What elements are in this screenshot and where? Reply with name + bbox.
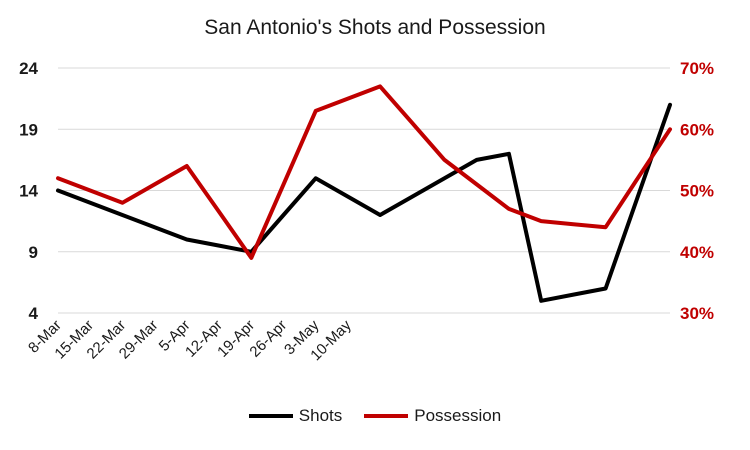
gridlines <box>58 67 670 314</box>
y-right-tick-label: 70% <box>680 59 714 78</box>
left-axis-ticks: 4 9 14 19 24 <box>19 59 38 323</box>
right-axis-ticks: 30% 40% 50% 60% 70% <box>680 59 714 323</box>
y-left-tick-label: 4 <box>29 304 39 323</box>
legend-swatch-possession <box>364 414 409 418</box>
legend-label-shots: Shots <box>298 406 343 425</box>
y-right-tick-label: 40% <box>680 243 714 262</box>
legend-item-possession: Possession <box>364 406 501 426</box>
chart-title: San Antonio's Shots and Possession <box>204 16 546 39</box>
y-left-tick-label: 14 <box>19 182 38 201</box>
y-right-tick-label: 60% <box>680 120 714 139</box>
legend: Shots Possession <box>0 406 750 426</box>
y-left-tick-label: 24 <box>19 59 38 78</box>
series-lines <box>56 84 672 303</box>
series-line-possession <box>56 84 672 260</box>
y-right-tick-label: 30% <box>680 304 714 323</box>
y-left-tick-label: 9 <box>29 243 38 262</box>
y-left-tick-label: 19 <box>19 120 38 139</box>
y-right-tick-label: 50% <box>680 182 714 201</box>
x-axis-ticks: 8-Mar15-Mar22-Mar29-Mar5-Apr12-Apr19-Apr… <box>25 316 355 364</box>
legend-swatch-shots <box>248 414 293 418</box>
legend-label-possession: Possession <box>414 406 502 425</box>
series-line-shots <box>56 102 672 303</box>
x-tick-label: 26-Apr <box>246 317 290 361</box>
legend-item-shots: Shots <box>248 406 343 426</box>
